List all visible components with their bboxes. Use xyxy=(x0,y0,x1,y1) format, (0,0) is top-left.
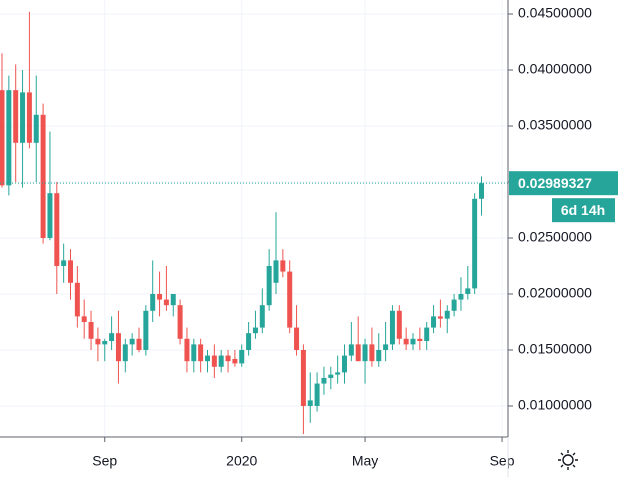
candle-body xyxy=(6,90,12,186)
candle-body xyxy=(410,338,416,345)
candle-body xyxy=(109,333,115,342)
candle-body xyxy=(396,310,402,339)
candle-body xyxy=(88,321,94,339)
candle-body xyxy=(369,344,375,362)
candle-body xyxy=(102,341,108,345)
x-tick-label: Sep xyxy=(490,453,515,469)
candle-body xyxy=(444,310,450,319)
candle-body xyxy=(403,338,409,345)
candle-body xyxy=(362,344,368,362)
candle-body xyxy=(33,114,39,143)
candle-body xyxy=(451,299,457,311)
candle-body xyxy=(0,90,5,186)
candle-body xyxy=(81,316,87,322)
x-tick-label: Sep xyxy=(92,453,117,469)
candle-body xyxy=(335,372,341,375)
candle-body xyxy=(225,355,231,362)
candle-body xyxy=(437,316,443,319)
candle-body xyxy=(150,293,156,311)
candle-body xyxy=(465,288,471,294)
y-tick-label: 0.04500000 xyxy=(518,5,592,21)
candle-body xyxy=(389,310,395,345)
candle-body xyxy=(95,338,101,345)
candle-body xyxy=(239,349,245,364)
countdown-label: 6d 14h xyxy=(561,202,605,218)
candle-body xyxy=(314,383,320,406)
candle-body xyxy=(266,265,272,306)
candle-body xyxy=(321,377,327,384)
candle-body xyxy=(13,90,19,143)
candle-body xyxy=(259,305,265,328)
candle-body xyxy=(417,338,423,342)
candle-body xyxy=(61,260,67,266)
candle-body xyxy=(376,349,382,362)
candle-body xyxy=(177,305,183,339)
candle-body xyxy=(68,260,73,283)
candle-body xyxy=(472,198,478,289)
candle-body xyxy=(424,327,430,342)
candle-body xyxy=(342,355,347,373)
candle-body xyxy=(20,92,26,143)
y-tick-label: 0.01500000 xyxy=(518,341,592,357)
last-price-label: 0.02989327 xyxy=(518,175,592,191)
candle-body xyxy=(157,293,163,300)
candle-body xyxy=(191,344,197,362)
last-price-box xyxy=(509,171,618,196)
candle-body xyxy=(163,299,169,306)
candle-body xyxy=(307,400,313,406)
candle-body xyxy=(328,374,334,378)
candle-body xyxy=(143,310,149,350)
candle-body xyxy=(115,333,121,362)
candle-body xyxy=(355,344,361,362)
candle-body xyxy=(40,114,46,238)
candle-body xyxy=(184,338,190,362)
settings-icon[interactable] xyxy=(558,450,578,470)
candle-body xyxy=(54,193,60,266)
x-tick-label: 2020 xyxy=(226,453,257,469)
y-tick-label: 0.03500000 xyxy=(518,117,592,133)
candle-body xyxy=(280,260,286,272)
candle-body xyxy=(458,293,464,300)
candle-body xyxy=(211,355,217,367)
candle-body xyxy=(136,338,142,350)
gear-teeth xyxy=(558,450,578,470)
candle-body xyxy=(198,344,204,362)
gear-ring xyxy=(562,454,574,466)
candle-body xyxy=(252,327,258,334)
candle-body xyxy=(273,260,279,283)
candle-body xyxy=(287,271,293,328)
candle-body xyxy=(129,338,135,345)
candle-body xyxy=(122,344,128,362)
candle-body xyxy=(26,92,32,143)
y-tick-label: 0.02500000 xyxy=(518,229,592,245)
candle-body xyxy=(74,282,80,317)
candle-body xyxy=(383,344,389,350)
y-tick-label: 0.01000000 xyxy=(518,397,592,413)
candle-body xyxy=(205,355,210,362)
candle-body xyxy=(294,327,300,350)
y-tick-label: 0.02000000 xyxy=(518,285,592,301)
x-tick-label: May xyxy=(352,453,378,469)
candle-body xyxy=(47,193,53,238)
candle-body xyxy=(479,183,484,199)
candle-body xyxy=(246,333,252,350)
countdown-box xyxy=(552,198,615,223)
candle-body xyxy=(431,316,437,328)
candle-body xyxy=(170,293,176,306)
candle-body xyxy=(218,355,224,367)
candle-body xyxy=(348,344,354,356)
y-tick-label: 0.04000000 xyxy=(518,61,592,77)
candle-body xyxy=(300,349,306,406)
candle-body xyxy=(232,358,238,364)
